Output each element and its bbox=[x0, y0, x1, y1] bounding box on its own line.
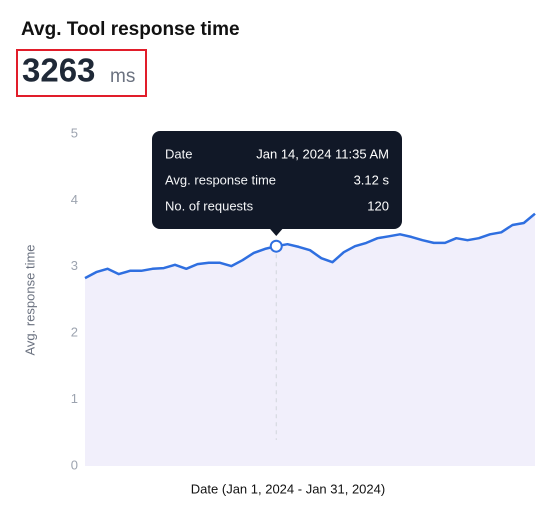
tooltip-box bbox=[152, 131, 402, 229]
area-fill bbox=[85, 213, 535, 466]
y-tick-label: 3 bbox=[71, 258, 78, 273]
tooltip-arrow bbox=[269, 228, 284, 236]
tooltip-label: Date bbox=[165, 146, 192, 161]
tooltip-value: Jan 14, 2024 11:35 AM bbox=[256, 146, 389, 161]
x-axis-label: Date (Jan 1, 2024 - Jan 31, 2024) bbox=[191, 481, 385, 496]
widget-title: Avg. Tool response time bbox=[21, 19, 240, 40]
tooltip-label: No. of requests bbox=[165, 198, 254, 213]
plot: 0 1 2 3 4 5 bbox=[71, 125, 536, 472]
tooltip-value: 3.12 s bbox=[354, 172, 390, 187]
y-tick-label: 4 bbox=[71, 192, 78, 207]
y-tick-label: 2 bbox=[71, 325, 78, 340]
hover-point bbox=[269, 239, 283, 253]
line bbox=[84, 212, 536, 280]
highlight-box bbox=[16, 49, 147, 97]
metric-unit: ms bbox=[110, 66, 135, 87]
y-tick-label: 0 bbox=[71, 457, 78, 472]
tooltip: Date Jan 14, 2024 11:35 AM Avg. response t… bbox=[152, 131, 402, 236]
y-axis-label: Avg. response time bbox=[22, 244, 37, 355]
y-tick-label: 5 bbox=[71, 125, 78, 140]
tooltip-value: 120 bbox=[367, 198, 389, 213]
tooltip-label: Avg. response time bbox=[165, 172, 276, 187]
y-tick-label: 1 bbox=[71, 391, 78, 406]
metric-value: 3263 bbox=[22, 52, 95, 89]
